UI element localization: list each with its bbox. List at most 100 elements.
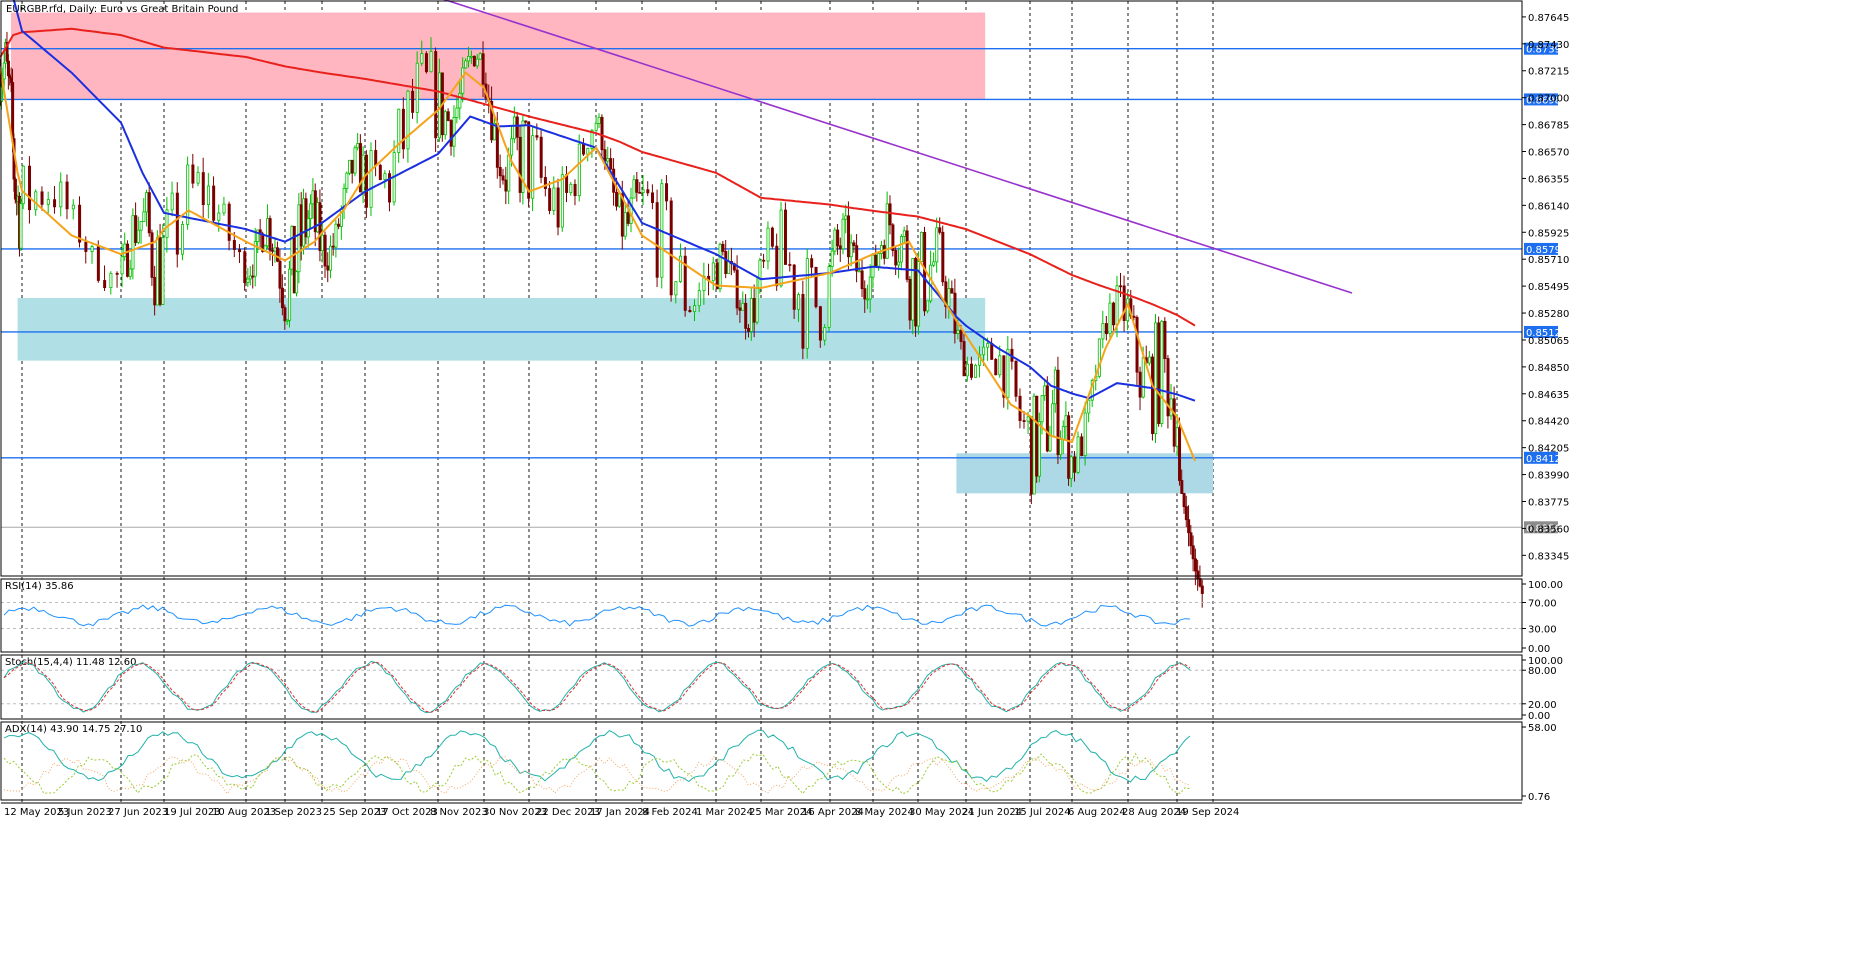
candle-body bbox=[606, 158, 610, 162]
candle-body bbox=[1032, 395, 1036, 495]
candle-body bbox=[1200, 585, 1204, 594]
candle-body bbox=[938, 227, 942, 233]
date-axis-label: 28 Aug 2024 bbox=[1122, 807, 1186, 818]
candle-body bbox=[665, 183, 669, 202]
candle-body bbox=[464, 60, 468, 69]
candle-body bbox=[498, 166, 502, 177]
candle-body bbox=[364, 154, 368, 208]
candle-body bbox=[243, 251, 247, 284]
moving-averages-layer bbox=[0, 0, 1196, 462]
candle-body bbox=[669, 200, 673, 296]
candle-body bbox=[582, 143, 586, 155]
candle-body bbox=[278, 260, 282, 289]
zones-layer bbox=[11, 12, 1213, 494]
candle-body bbox=[65, 181, 69, 210]
candle-body bbox=[926, 300, 930, 312]
candle-body bbox=[775, 245, 779, 287]
candle-body bbox=[222, 203, 226, 214]
candle-body bbox=[429, 51, 433, 73]
candle-body bbox=[810, 258, 814, 268]
candle-body bbox=[411, 90, 415, 113]
candle-body bbox=[191, 164, 195, 184]
indicators-layer: RSI(14) 35.86 100.00 70.00 30.00 0.00 Stoch(1… bbox=[1, 580, 1563, 803]
candle-body bbox=[478, 53, 482, 60]
candle-body bbox=[797, 294, 801, 310]
candle-body bbox=[318, 202, 322, 252]
candle-body bbox=[841, 218, 845, 250]
candle-body bbox=[158, 237, 162, 305]
date-axis-label: 19 Jul 2023 bbox=[164, 807, 221, 818]
candle-body bbox=[1040, 395, 1044, 423]
rsi-line[interactable] bbox=[3, 604, 1191, 627]
price-axis-label: 0.84205 bbox=[1528, 444, 1569, 455]
candle-body bbox=[1112, 302, 1116, 326]
trendline-layer bbox=[438, 0, 1353, 294]
candle-body bbox=[902, 230, 906, 237]
candle-body bbox=[28, 165, 32, 211]
candle-body bbox=[1076, 436, 1080, 473]
candle-body bbox=[679, 255, 683, 283]
indicator-axis-label: 30.00 bbox=[1528, 625, 1557, 636]
candle-body bbox=[1059, 439, 1063, 456]
date-axis-label: 1 Mar 2024 bbox=[696, 807, 753, 818]
candle-body bbox=[641, 189, 645, 193]
candle-body bbox=[905, 230, 909, 280]
level-price-tag bbox=[1524, 42, 1558, 55]
candle-body bbox=[13, 178, 17, 200]
resistance-trendline[interactable] bbox=[438, 0, 1353, 294]
candle-body bbox=[548, 188, 552, 211]
candle-body bbox=[982, 346, 986, 356]
candle-body bbox=[147, 192, 151, 234]
candle-body bbox=[986, 343, 990, 348]
candle-body bbox=[747, 328, 751, 332]
candle-body bbox=[227, 203, 231, 241]
candle-body bbox=[805, 258, 809, 349]
ma-line-ema-20[interactable] bbox=[0, 66, 1196, 462]
candle-body bbox=[288, 268, 292, 321]
candle-body bbox=[11, 82, 15, 140]
candle-body bbox=[155, 237, 159, 306]
adx-minus-di-line[interactable] bbox=[3, 755, 1191, 795]
candle-body bbox=[1160, 320, 1164, 424]
candle-body bbox=[1002, 355, 1006, 398]
level-price-tag-text: 0.87391 bbox=[1526, 45, 1567, 56]
candle-body bbox=[1196, 570, 1200, 579]
ma-line-ema-50[interactable] bbox=[12, 0, 1196, 402]
indicator-axis-label: 58.00 bbox=[1528, 723, 1557, 734]
candle-body bbox=[1178, 427, 1182, 481]
indicator-pane-frame bbox=[0, 654, 1523, 720]
candle-body bbox=[348, 159, 352, 174]
candle-body bbox=[1184, 506, 1188, 521]
candle-body bbox=[801, 294, 805, 349]
adx-line[interactable] bbox=[3, 729, 1191, 783]
candle-body bbox=[1022, 420, 1026, 422]
price-axis-label: 0.84635 bbox=[1528, 390, 1569, 401]
candle-body bbox=[1141, 357, 1145, 398]
candle-body bbox=[455, 107, 459, 118]
level-price-tag bbox=[1524, 93, 1558, 106]
candle-body bbox=[1108, 302, 1112, 335]
candle-body bbox=[142, 211, 146, 222]
candle-body bbox=[1126, 298, 1130, 321]
stoch-main-line[interactable] bbox=[3, 660, 1191, 714]
candle-body bbox=[738, 307, 742, 311]
candle-body bbox=[128, 268, 132, 277]
price-axis-label: 0.86355 bbox=[1528, 174, 1569, 185]
candle-body bbox=[1018, 395, 1022, 421]
candle-body bbox=[481, 53, 485, 85]
stoch-signal-line[interactable] bbox=[3, 661, 1191, 713]
main-pane-frame bbox=[0, 0, 1523, 577]
candle-body bbox=[609, 158, 613, 170]
candle-body bbox=[19, 203, 23, 249]
candle-body bbox=[1198, 578, 1202, 587]
adx-plus-di-line[interactable] bbox=[3, 752, 1191, 795]
candle-body bbox=[246, 278, 250, 284]
candle-body bbox=[573, 183, 577, 197]
candle-body bbox=[827, 266, 831, 328]
candle-body bbox=[830, 250, 834, 267]
candle-body bbox=[369, 150, 373, 208]
candle-body bbox=[353, 147, 357, 174]
ma-line-ema-200[interactable] bbox=[0, 27, 1196, 327]
